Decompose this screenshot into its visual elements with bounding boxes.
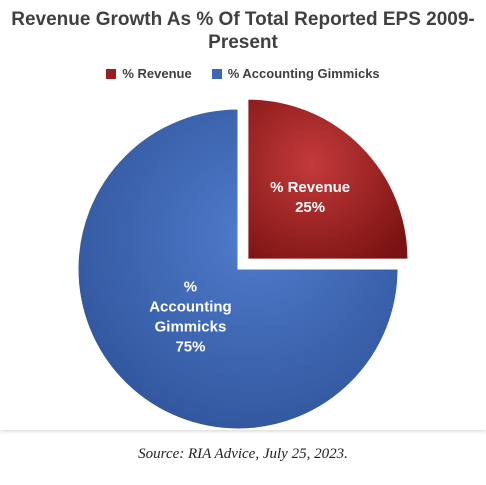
slice-label-line: 75% (175, 339, 205, 356)
chart-title-line-2: Present (208, 32, 278, 53)
slice-label-line: Accounting (149, 299, 232, 316)
legend-swatch-gimmicks (211, 68, 222, 79)
pie-slice-revenue (247, 98, 409, 260)
source-caption: Source: RIA Advice, July 25, 2023. (138, 446, 348, 462)
pie-slice-accounting-gimmicks (77, 108, 399, 430)
legend-item-revenue: % Revenue (106, 66, 192, 81)
legend-item-gimmicks: % Accounting Gimmicks (211, 66, 380, 81)
slice-label-revenue: % Revenue 25% (270, 179, 350, 216)
legend-swatch-revenue (106, 68, 117, 79)
chart-title-line-1: Revenue Growth As % Of Total Reported EP… (11, 9, 475, 30)
slice-label-line: Gimmicks (155, 319, 227, 336)
legend-label-revenue: % Revenue (122, 66, 192, 81)
slice-label-line: 25% (295, 199, 325, 216)
legend-label-gimmicks: % Accounting Gimmicks (227, 66, 380, 81)
slice-label-line: % Revenue (270, 179, 350, 196)
slice-label-line: % (184, 279, 197, 296)
chart-title: Revenue Growth As % Of Total Reported EP… (0, 8, 486, 54)
pie-chart: % Revenue 25%% Accounting Gimmicks 75% (77, 98, 409, 430)
chart-legend: % Revenue % Accounting Gimmicks (0, 66, 486, 81)
slice-label-accounting-gimmicks: % Accounting Gimmicks 75% (149, 279, 232, 356)
